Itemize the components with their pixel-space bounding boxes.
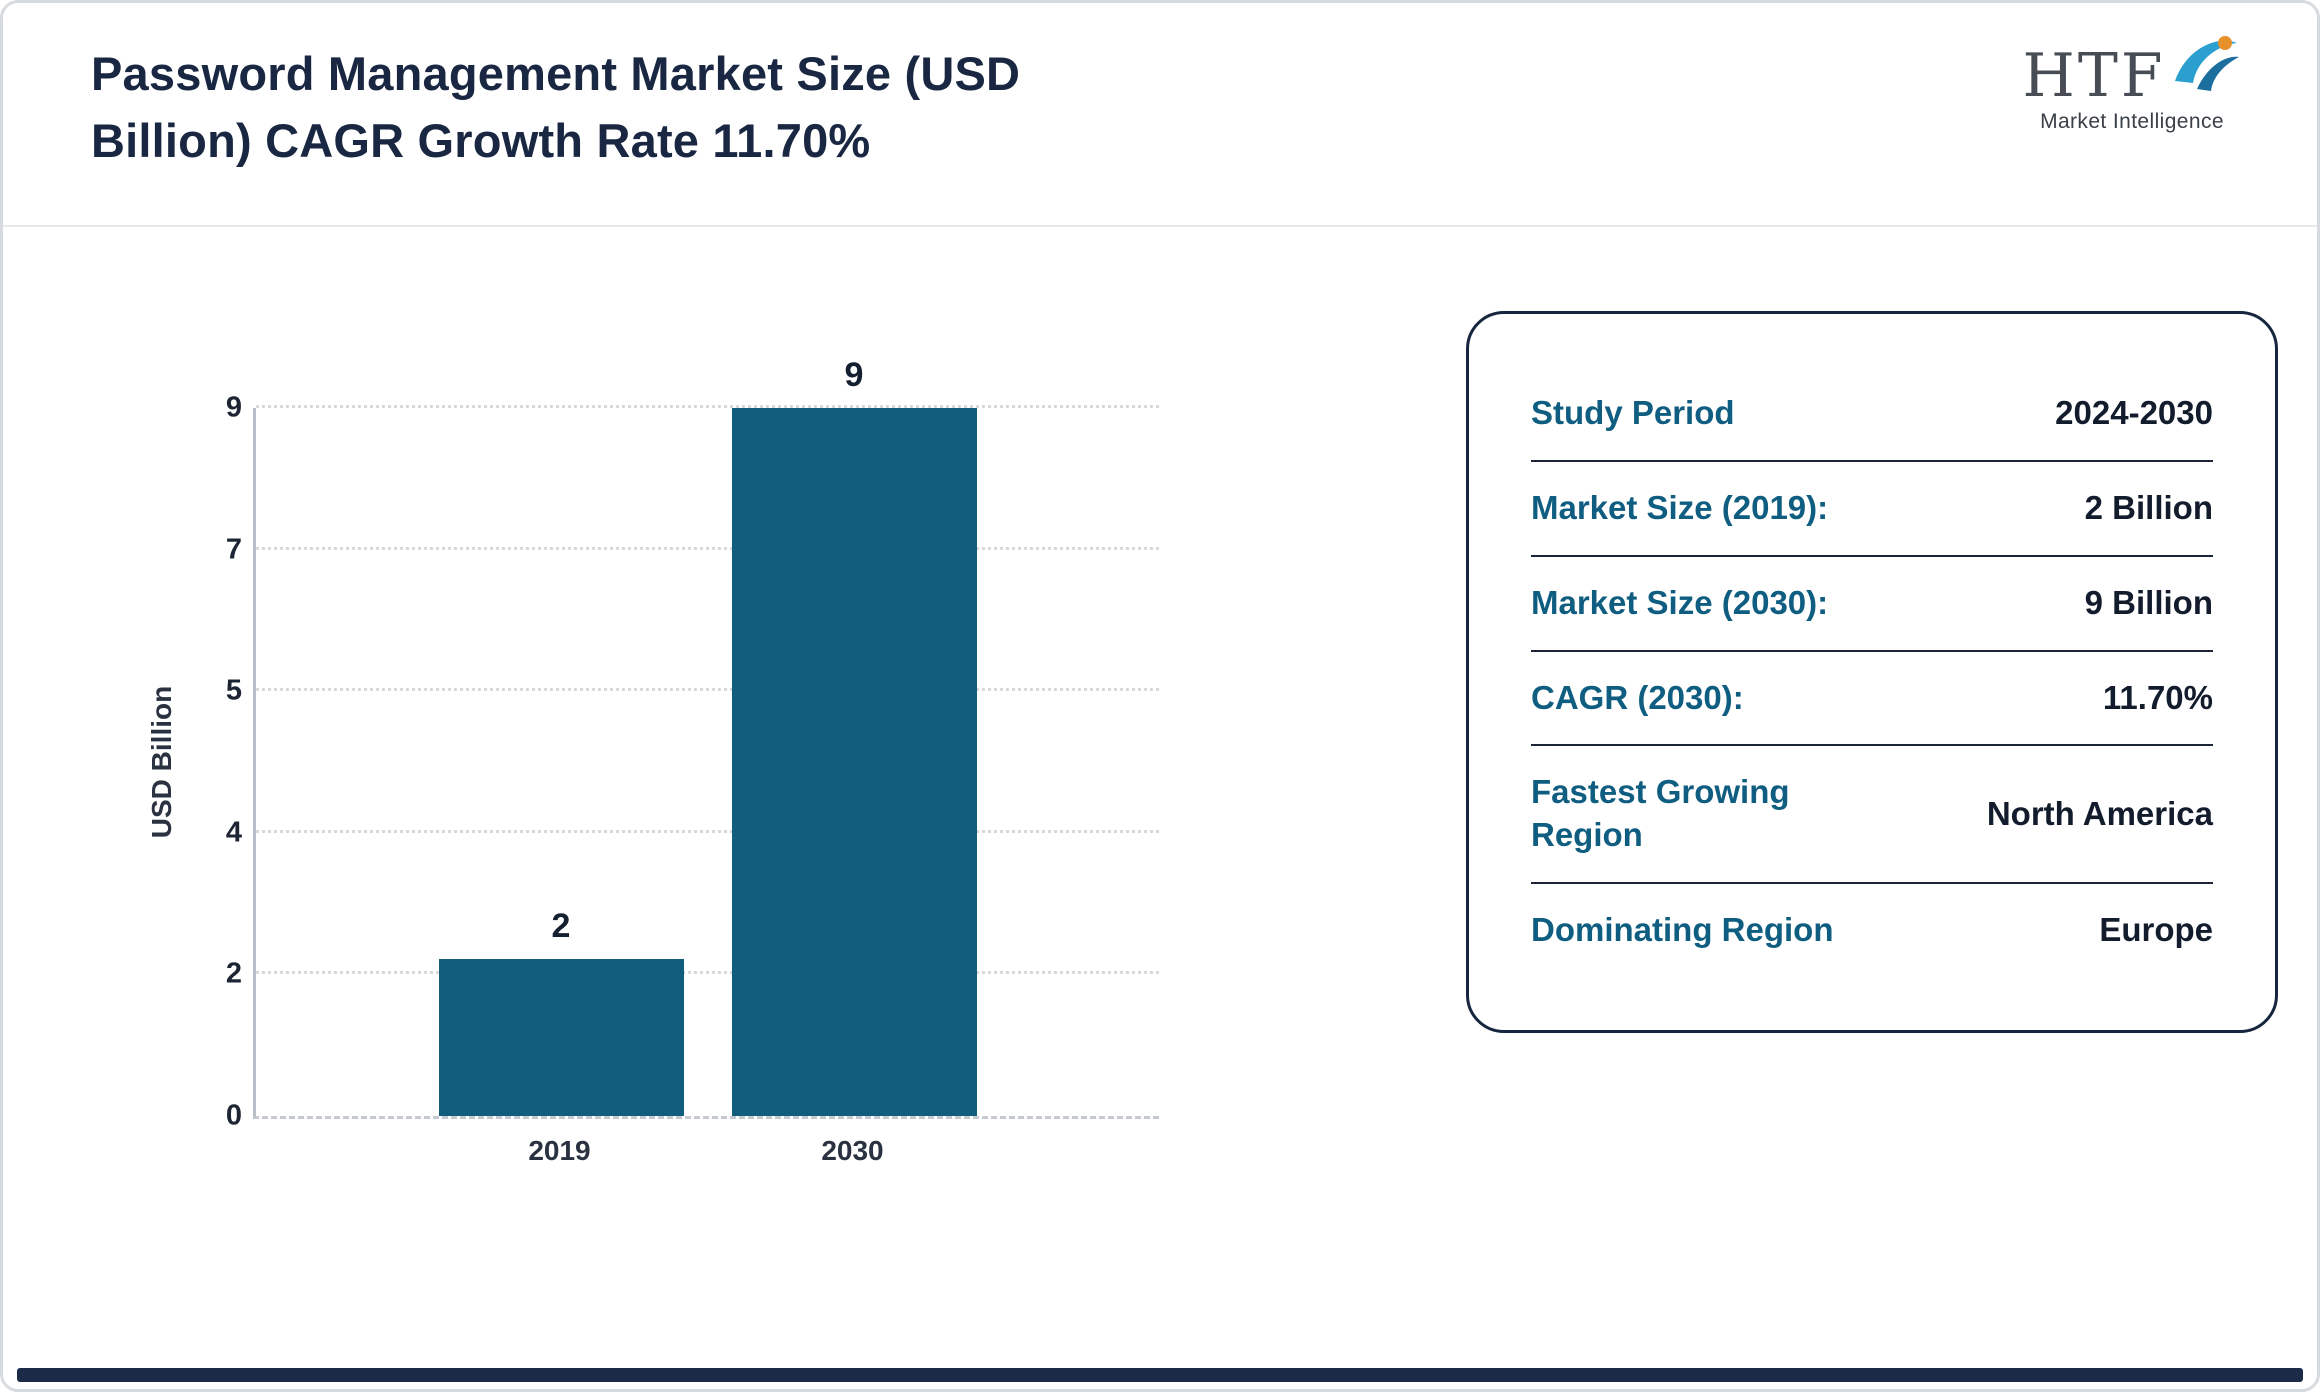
gridline [256, 971, 1159, 975]
x-axis-labels: 2019 2030 [253, 1135, 1159, 1167]
gridline [256, 688, 1159, 692]
bar-2019: 2 [438, 907, 684, 1116]
page-title: Password Management Market Size (USD Bil… [91, 41, 1391, 174]
info-row-study-period: Study Period 2024-2030 [1531, 367, 2213, 462]
market-summary-card: Study Period 2024-2030 Market Size (2019… [1466, 311, 2278, 1033]
info-row-cagr: CAGR (2030): 11.70% [1531, 652, 2213, 747]
info-row-dominating-region: Dominating Region Europe [1531, 884, 2213, 977]
gridline [256, 405, 1159, 408]
y-axis-title: USD Billion [146, 685, 177, 839]
info-value: 9 Billion [2084, 583, 2213, 621]
gridline [256, 546, 1159, 550]
info-value: Europe [2099, 911, 2213, 949]
info-row-fastest-growing-region: Fastest Growing Region North America [1531, 746, 2213, 885]
y-tick-label: 9 [225, 391, 242, 424]
bar-value-label: 9 [844, 356, 864, 394]
info-row-market-size-2019: Market Size (2019): 2 Billion [1531, 462, 2213, 557]
page-title-line-1: Password Management Market Size (USD [91, 47, 1021, 100]
header-divider [3, 225, 2317, 227]
gridline [256, 829, 1159, 833]
info-label: CAGR (2030): [1531, 678, 1744, 716]
x-tick-label: 2030 [821, 1135, 884, 1166]
info-value: 2 Billion [2084, 488, 2213, 526]
info-label: Market Size (2019): [1531, 488, 1829, 526]
y-tick-label: 0 [225, 1099, 242, 1132]
logo-subtext: Market Intelligence [2040, 110, 2224, 133]
info-label: Dominating Region [1531, 911, 1834, 949]
info-value: North America [1986, 794, 2213, 832]
x-tick-label: 2019 [528, 1135, 591, 1166]
brand-logo: HTF Market Intelligence [2017, 29, 2247, 134]
info-value: 2024-2030 [2055, 393, 2213, 431]
bar-2030: 9 [731, 356, 977, 1116]
info-value: 11.70% [2102, 678, 2213, 716]
y-tick-label: 7 [225, 533, 242, 566]
info-label: Market Size (2030): [1531, 583, 1829, 621]
info-label: Fastest Growing Region [1531, 773, 1790, 854]
header: Password Management Market Size (USD Bil… [91, 41, 1391, 174]
logo-swoosh-icon [2167, 29, 2241, 106]
footer-strip [17, 1368, 2303, 1382]
info-row-market-size-2030: Market Size (2030): 9 Billion [1531, 557, 2213, 652]
info-label: Study Period [1531, 393, 1735, 431]
y-tick-label: 4 [225, 816, 242, 849]
logo-top: HTF [2017, 29, 2247, 106]
y-tick-label: 5 [225, 674, 242, 707]
page-title-line-2: Billion) CAGR Growth Rate 11.70% [91, 113, 871, 167]
y-tick-label: 2 [225, 957, 242, 990]
bar-value-label: 2 [551, 906, 571, 945]
logo-text: HTF [2022, 41, 2166, 111]
